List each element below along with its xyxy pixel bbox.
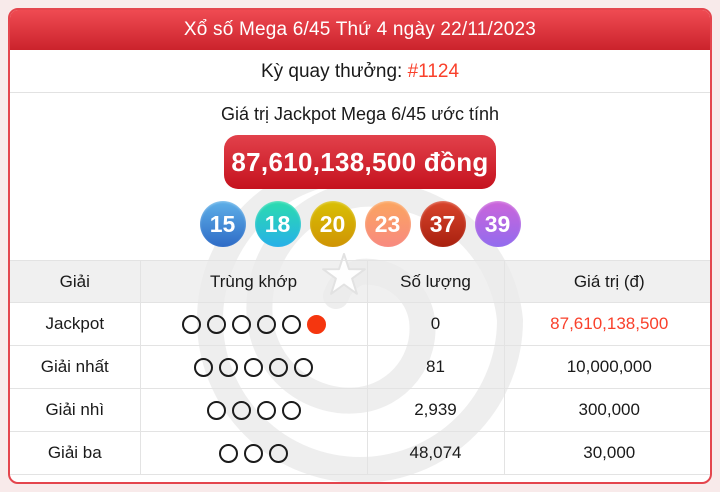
match-circles-cell (139, 302, 368, 346)
match-circle-open-icon (194, 358, 213, 377)
winner-count-cell: 48,074 (366, 431, 505, 475)
prize-name-cell: Giải nhì (10, 388, 141, 432)
match-circle-open-icon (206, 315, 226, 334)
prize-value-cell: 87,610,138,500 (503, 302, 710, 346)
table-header-row: Giải Trùng khớp Số lượng Giá trị (đ) (10, 260, 710, 303)
match-circle-open-icon (231, 401, 251, 420)
match-circle-open-icon (231, 315, 251, 334)
card-content: Xổ số Mega 6/45 Thứ 4 ngày 22/11/2023 Kỳ… (10, 10, 710, 482)
prize-table-body: Jackpot 0 87,610,138,500 Giải nhất 81 10,000,… (10, 302, 710, 475)
match-circle-open-icon (219, 444, 238, 463)
lottery-ball: 18 (254, 201, 301, 247)
prize-name-cell: Jackpot (10, 302, 141, 346)
match-circle-open-icon (219, 358, 238, 377)
page-title: Xổ số Mega 6/45 Thứ 4 ngày 22/11/2023 (10, 10, 710, 50)
column-header: Số lượng (366, 260, 505, 303)
match-circle-open-icon (256, 401, 276, 420)
match-circle-open-icon (256, 315, 276, 334)
lottery-ball: 20 (309, 201, 356, 247)
prize-table-head: Giải Trùng khớp Số lượng Giá trị (đ) (10, 260, 710, 303)
balls-row: 15 18 20 23 37 39 (10, 201, 710, 247)
match-circle-open-icon (294, 358, 313, 377)
jackpot-caption: Giá trị Jackpot Mega 6/45 ước tính (221, 104, 499, 124)
lottery-result-card: Xổ số Mega 6/45 Thứ 4 ngày 22/11/2023 Kỳ… (8, 8, 712, 484)
match-circle-filled-icon (306, 315, 326, 334)
lottery-ball: 39 (474, 201, 521, 247)
prize-name-cell: Giải ba (10, 431, 141, 475)
table-row: Giải ba 48,074 30,000 (10, 431, 710, 475)
match-circles-cell (139, 345, 368, 389)
prize-table: Giải Trùng khớp Số lượng Giá trị (đ) Jackpo… (10, 260, 710, 475)
match-circle-open-icon (244, 444, 263, 463)
match-circle-open-icon (244, 358, 263, 377)
winner-count-cell: 81 (366, 345, 505, 389)
winner-count-cell: 0 (366, 302, 505, 346)
match-circle-open-icon (181, 315, 201, 334)
prize-value-cell: 10,000,000 (503, 345, 710, 389)
prize-name-cell: Giải nhất (10, 345, 141, 389)
match-circle-open-icon (281, 315, 301, 334)
lottery-ball: 37 (419, 201, 466, 247)
match-circle-open-icon (206, 401, 226, 420)
winner-count-cell: 2,939 (366, 388, 505, 432)
match-circles-cell (139, 431, 368, 475)
column-header: Trùng khớp (139, 260, 368, 303)
column-header: Giá trị (đ) (503, 260, 710, 303)
prize-value-cell: 30,000 (503, 431, 710, 475)
match-circle-open-icon (269, 444, 288, 463)
table-row: Jackpot 0 87,610,138,500 (10, 302, 710, 346)
match-circle-open-icon (269, 358, 288, 377)
lottery-ball: 15 (199, 201, 246, 247)
lottery-ball: 23 (364, 201, 411, 247)
draw-period-label: Kỳ quay thưởng: (260, 61, 408, 82)
jackpot-amount-badge: 87,610,138,500 đồng (224, 135, 496, 189)
match-circle-open-icon (281, 401, 301, 420)
draw-period-line: Kỳ quay thưởng: #1124 (10, 50, 710, 93)
draw-period-number: #1124 (407, 61, 460, 82)
table-row: Giải nhất 81 10,000,000 (10, 345, 710, 389)
match-circles-cell (139, 388, 368, 432)
table-row: Giải nhì 2,939 300,000 (10, 388, 710, 432)
prize-value-cell: 300,000 (503, 388, 710, 432)
column-header: Giải (10, 260, 141, 303)
